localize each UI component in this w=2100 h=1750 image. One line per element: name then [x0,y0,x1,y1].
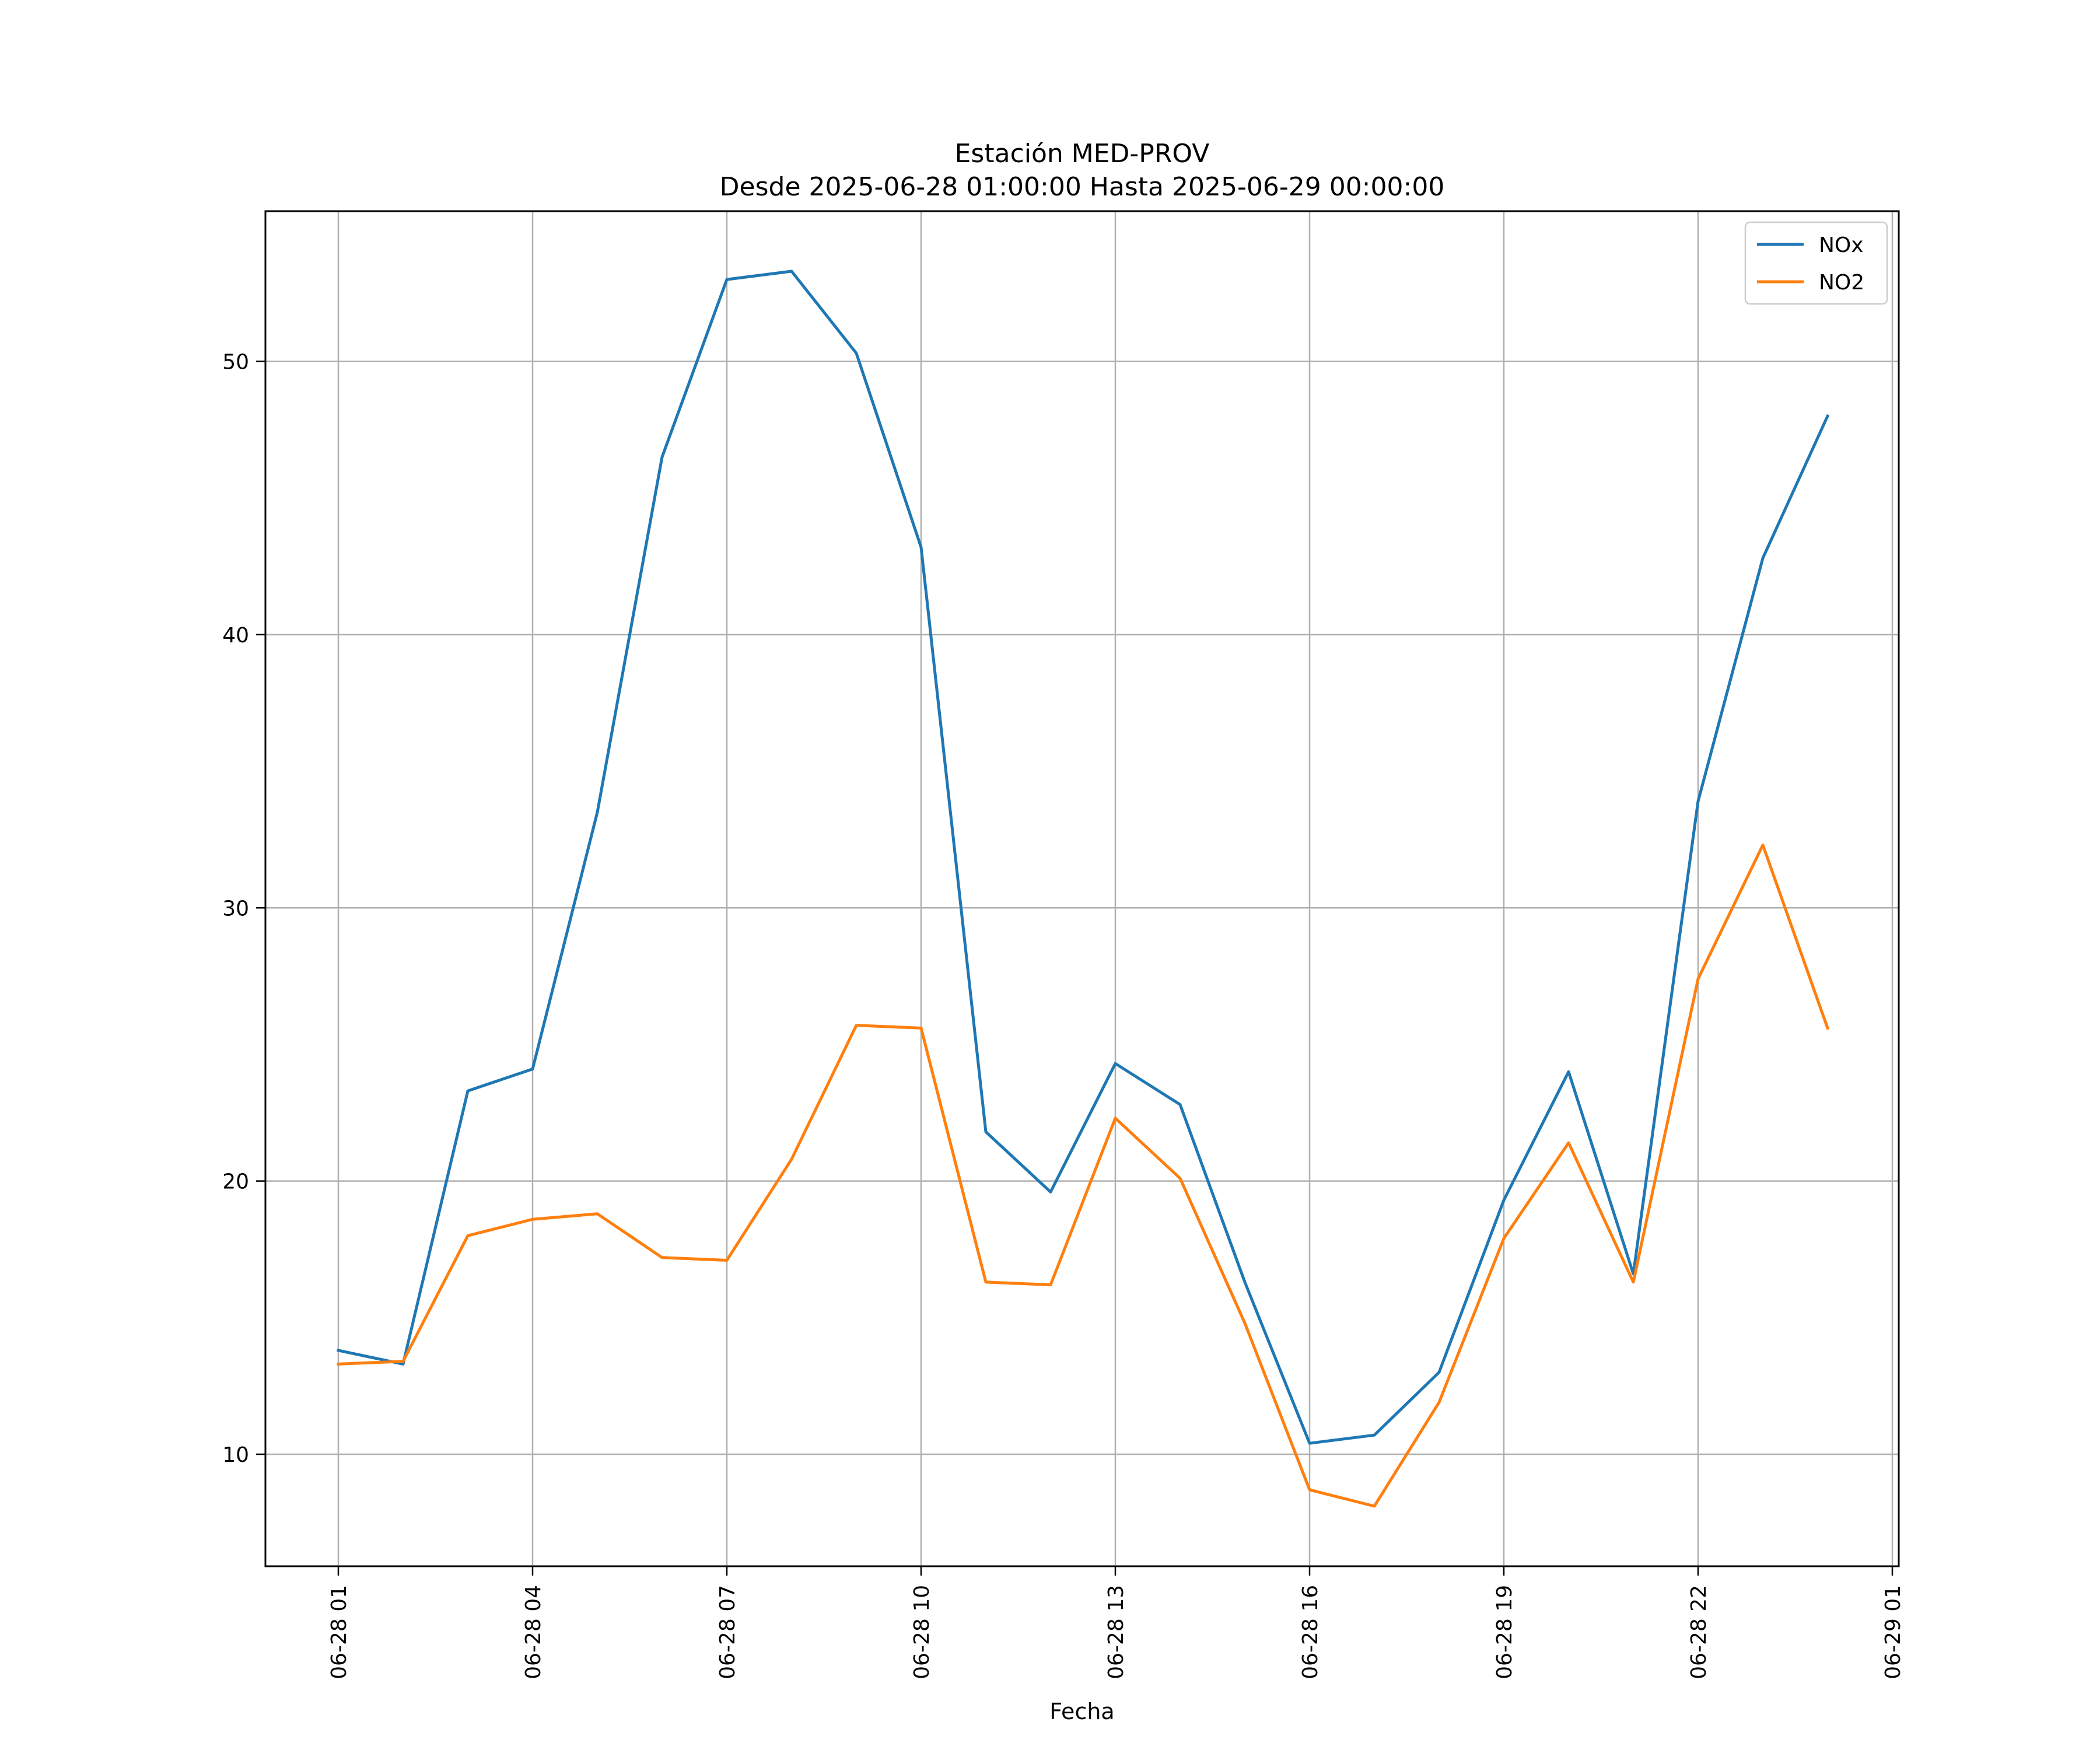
legend-box [1744,221,1888,305]
chart-title: Estación MED-PROV [955,139,1210,169]
x-tick-label: 06-28 10 [910,1585,934,1679]
y-tick-label: 10 [222,1443,249,1467]
x-tick-label: 06-29 01 [1881,1585,1905,1679]
legend-label-no2: NO2 [1819,271,1864,295]
x-tick-label: 06-28 13 [1104,1585,1128,1679]
plot-frame [264,210,1900,1567]
axis-ticks: 06-28 01 06-28 04 06-28 07 06-28 10 06-28 13… [222,351,1905,1679]
x-tick-label: 06-28 04 [522,1585,545,1679]
x-tick-label: 06-28 07 [716,1585,740,1679]
x-tick-label: 06-28 22 [1687,1585,1711,1679]
legend-label-nox: NOx [1819,233,1864,257]
x-tick-label: 06-28 19 [1493,1585,1517,1679]
x-tick-label: 06-28 01 [327,1585,351,1679]
legend: NOx NO2 [1744,221,1888,305]
chart-subtitle: Desde 2025-06-28 01:00:00 Hasta 2025-06-… [720,172,1445,202]
series-lines [337,270,1830,1508]
x-axis-label: Fecha [1049,1699,1114,1724]
y-tick-label: 30 [222,897,249,921]
y-tick-label: 20 [222,1170,249,1194]
x-tick-label: 06-28 16 [1298,1585,1322,1679]
series-line-no2 [337,844,1830,1508]
y-tick-label: 50 [222,351,249,374]
grid-lines [265,211,1899,1566]
series-line-nox [337,270,1830,1445]
y-tick-label: 40 [222,624,249,648]
